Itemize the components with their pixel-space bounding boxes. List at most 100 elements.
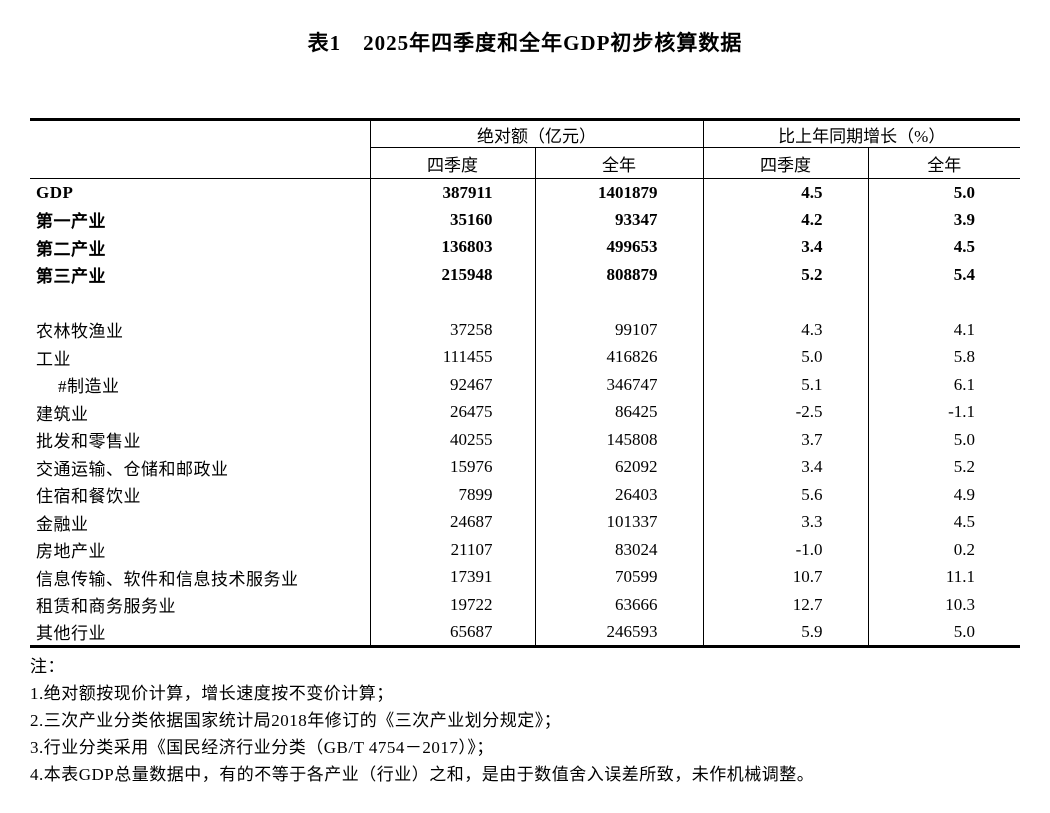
table-row: GDP 387911 1401879 4.5 5.0 — [30, 178, 1021, 206]
row-value: 4.9 — [867, 481, 1021, 509]
note-line: 2.三次产业分类依据国家统计局2018年修订的《三次产业划分规定》； — [30, 710, 562, 730]
row-value: -2.5 — [702, 398, 868, 426]
row-value: 5.4 — [867, 261, 1021, 289]
table-row: 住宿和餐饮业 7899 26403 5.6 4.9 — [30, 481, 1021, 509]
table-row: 信息传输、软件和信息技术服务业 17391 70599 10.7 11.1 — [30, 563, 1021, 591]
row-label: 第一产业 — [36, 212, 106, 232]
row-value: 499653 — [534, 233, 703, 261]
row-value: 1401879 — [534, 178, 703, 206]
group-header-yoy-growth: 比上年同期增长（%） — [702, 119, 1021, 148]
row-value: 215948 — [369, 261, 535, 289]
row-label: 第三产业 — [36, 267, 106, 287]
row-value: 4.5 — [867, 233, 1021, 261]
row-label: 租赁和商务服务业 — [36, 597, 176, 617]
row-label: #制造业 — [58, 377, 120, 397]
notes-list: 1.绝对额按现价计算，增长速度按不变价计算； 2.三次产业分类依据国家统计局201… — [30, 680, 1050, 788]
table-row: 第一产业 35160 93347 4.2 3.9 — [30, 206, 1021, 234]
row-value: 136803 — [369, 233, 535, 261]
row-value: 5.2 — [867, 453, 1021, 481]
table-row: 房地产业 21107 83024 -1.0 0.2 — [30, 536, 1021, 564]
group-header-absolute-amount: 绝对额（亿元） — [369, 119, 703, 148]
row-value: 387911 — [369, 178, 535, 206]
row-value: 26403 — [534, 481, 703, 509]
table-row: 第三产业 215948 808879 5.2 5.4 — [30, 261, 1021, 289]
row-value: 21107 — [369, 536, 535, 564]
row-value: 70599 — [534, 563, 703, 591]
row-value: 4.5 — [702, 178, 868, 206]
row-label: 建筑业 — [36, 404, 89, 424]
table-row: 租赁和商务服务业 19722 63666 12.7 10.3 — [30, 591, 1021, 619]
row-value: 0.2 — [867, 536, 1021, 564]
row-value — [702, 288, 868, 316]
row-value: 11.1 — [867, 563, 1021, 591]
row-value: 3.3 — [702, 508, 868, 536]
row-value: 92467 — [369, 371, 535, 399]
row-value: 416826 — [534, 343, 703, 371]
row-value — [369, 288, 535, 316]
row-value: 35160 — [369, 206, 535, 234]
row-value: 86425 — [534, 398, 703, 426]
row-label: 住宿和餐饮业 — [36, 487, 141, 507]
row-value: 246593 — [534, 618, 703, 646]
table-row: 其他行业 65687 246593 5.9 5.0 — [30, 618, 1021, 646]
row-value — [867, 288, 1021, 316]
row-value: 10.3 — [867, 591, 1021, 619]
table-row: #制造业 92467 346747 5.1 6.1 — [30, 371, 1021, 399]
row-value: 5.0 — [867, 618, 1021, 646]
table-row: 工业 111455 416826 5.0 5.8 — [30, 343, 1021, 371]
row-value: 5.0 — [702, 343, 868, 371]
row-value: 6.1 — [867, 371, 1021, 399]
row-value — [534, 288, 703, 316]
note-line: 4.本表GDP总量数据中，有的不等于各产业（行业）之和，是由于数值舍入误差所致，… — [30, 764, 815, 784]
row-value: 808879 — [534, 261, 703, 289]
row-label: 批发和零售业 — [36, 432, 141, 452]
sub-header-q4-growth: 四季度 — [702, 147, 868, 179]
row-label: 交通运输、仓储和邮政业 — [36, 459, 229, 479]
note-line: 1.绝对额按现价计算，增长速度按不变价计算； — [30, 683, 394, 703]
row-value: 65687 — [369, 618, 535, 646]
gdp-table: 绝对额（亿元） 比上年同期增长（%） 四季度 全年 四季度 全年 GDP 3879… — [30, 118, 1021, 648]
row-value: -1.0 — [702, 536, 868, 564]
table-title: 表1 2025年四季度和全年GDP初步核算数据 — [307, 31, 743, 55]
row-value: 83024 — [534, 536, 703, 564]
row-value: 3.4 — [702, 233, 868, 261]
row-value: 5.0 — [867, 178, 1021, 206]
row-label — [30, 289, 370, 317]
row-value: 99107 — [534, 316, 703, 344]
row-label: 其他行业 — [36, 624, 106, 643]
table-row: 金融业 24687 101337 3.3 4.5 — [30, 508, 1021, 536]
row-value: 4.2 — [702, 206, 868, 234]
row-value: 12.7 — [702, 591, 868, 619]
notes-section: 注： 1.绝对额按现价计算，增长速度按不变价计算； 2.三次产业分类依据国家统计局… — [30, 653, 1050, 788]
row-value: 15976 — [369, 453, 535, 481]
table-row: 批发和零售业 40255 145808 3.7 5.0 — [30, 426, 1021, 454]
row-value: 7899 — [369, 481, 535, 509]
row-value: 24687 — [369, 508, 535, 536]
row-value: 4.1 — [867, 316, 1021, 344]
row-label: GDP — [36, 182, 74, 202]
sub-header-year-growth: 全年 — [867, 147, 1021, 179]
group-header-row: 绝对额（亿元） 比上年同期增长（%） — [30, 119, 1021, 179]
row-label: 工业 — [36, 349, 71, 369]
sub-header-q4-absolute: 四季度 — [369, 147, 535, 179]
row-value: 93347 — [534, 206, 703, 234]
row-value: 145808 — [534, 426, 703, 454]
table-row: 第二产业 136803 499653 3.4 4.5 — [30, 233, 1021, 261]
row-label: 第二产业 — [36, 239, 106, 259]
row-value: -1.1 — [867, 398, 1021, 426]
row-value: 26475 — [369, 398, 535, 426]
spacer-row — [30, 288, 1021, 317]
sub-header-year-absolute: 全年 — [534, 147, 703, 179]
row-value: 3.7 — [702, 426, 868, 454]
row-value: 3.9 — [867, 206, 1021, 234]
row-value: 5.2 — [702, 261, 868, 289]
note-line: 3.行业分类采用《国民经济行业分类（GB/T 4754－2017）》； — [30, 737, 494, 757]
table-body: GDP 387911 1401879 4.5 5.0 第一产业 35160 93347 4.2 3… — [30, 178, 1021, 646]
row-value: 101337 — [534, 508, 703, 536]
row-value: 63666 — [534, 591, 703, 619]
row-value: 37258 — [369, 316, 535, 344]
row-label: 信息传输、软件和信息技术服务业 — [36, 569, 299, 589]
row-value: 5.9 — [702, 618, 868, 646]
row-value: 5.0 — [867, 426, 1021, 454]
